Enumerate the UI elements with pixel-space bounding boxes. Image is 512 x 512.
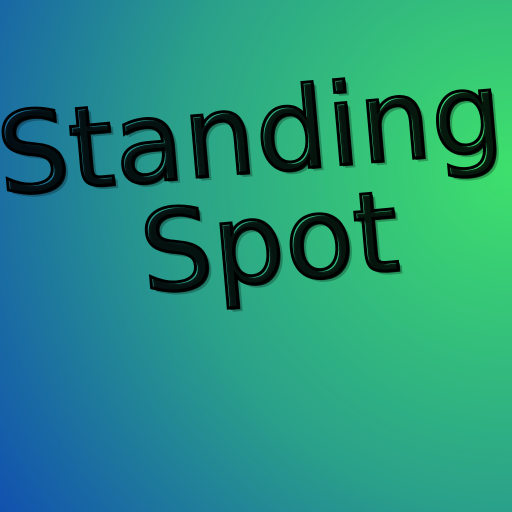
title-group: Standing Spot [0,46,510,321]
cover-canvas: Standing Spot [0,0,512,512]
gradient-background [0,0,512,512]
